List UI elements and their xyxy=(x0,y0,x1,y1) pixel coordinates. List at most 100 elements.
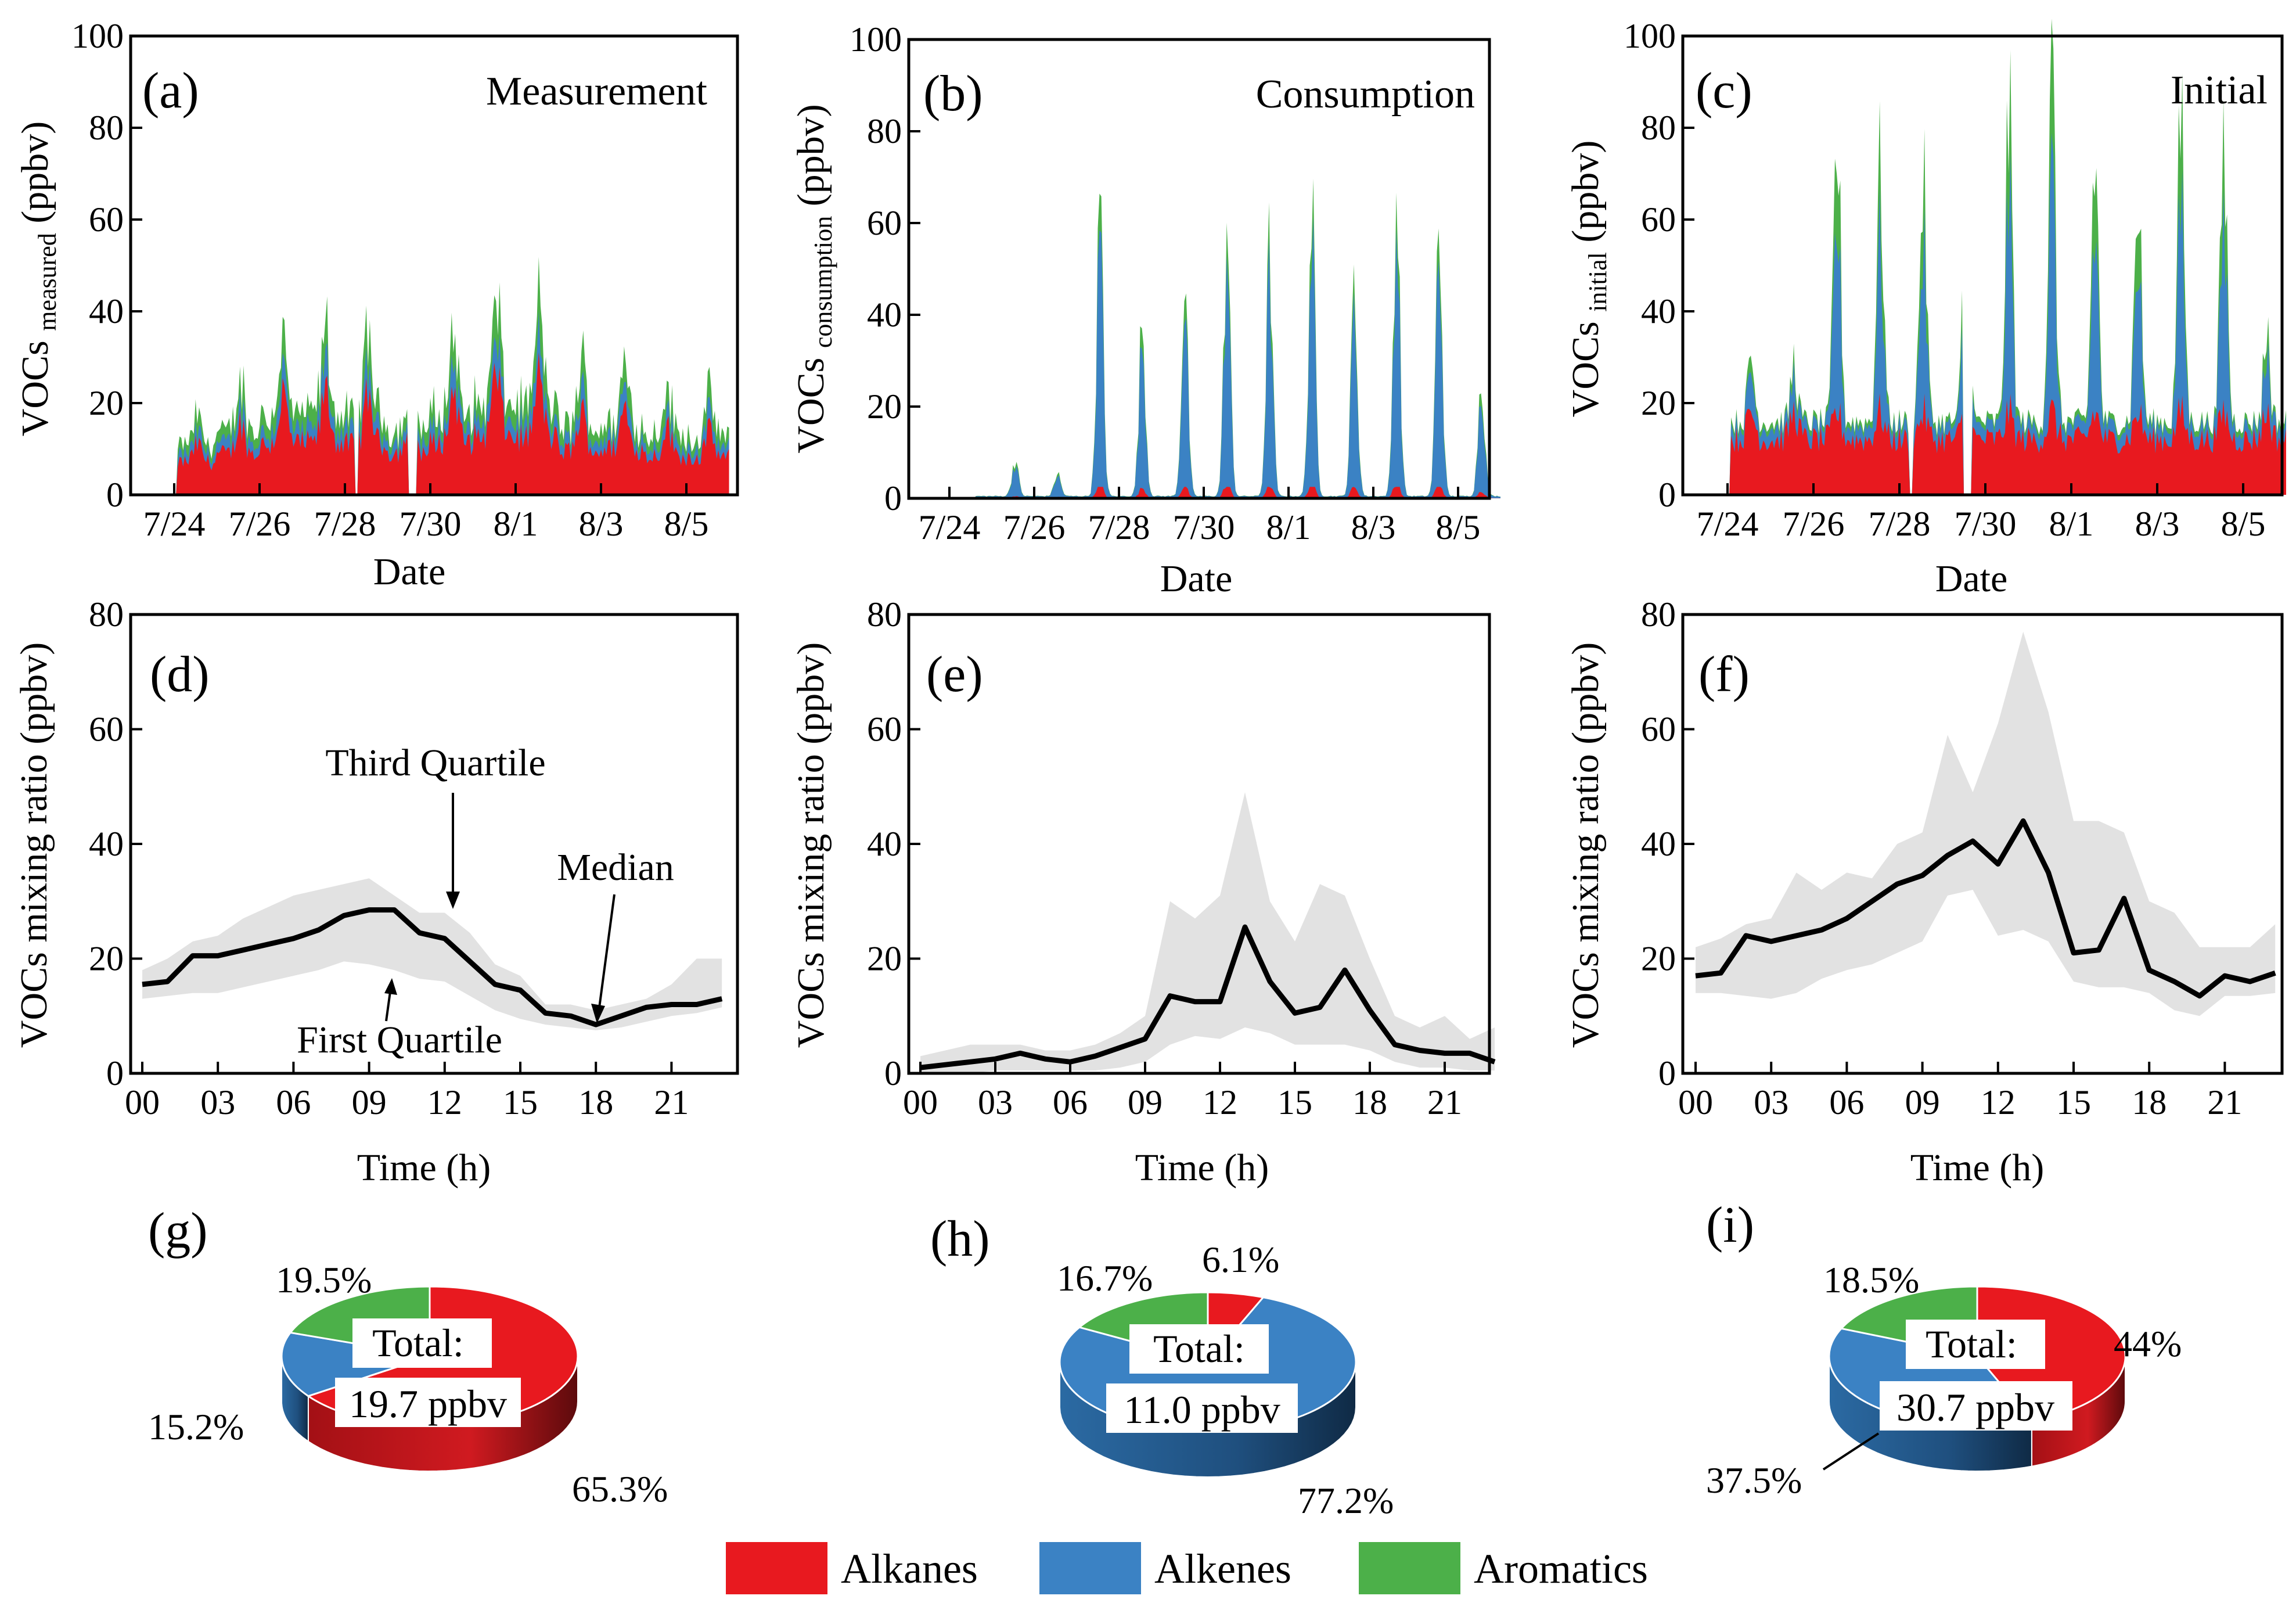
x-tick-label: 8/1 xyxy=(2049,505,2094,543)
x-tick-label: 8/5 xyxy=(1436,508,1481,547)
y-axis-label: VOCs mixing ratio (ppbv) xyxy=(790,642,832,1048)
iqr-band xyxy=(142,878,722,1030)
y-ticks: 0 20 40 60 80 xyxy=(89,595,142,1092)
total-label: Total: xyxy=(372,1321,464,1365)
y-tick-label: 60 xyxy=(867,710,902,749)
x-axis-label: Time (h) xyxy=(357,1147,491,1189)
legend-label-alkenes: Alkenes xyxy=(1154,1546,1291,1592)
y-tick-label: 20 xyxy=(89,940,124,978)
panel-title: Measurement xyxy=(486,69,708,114)
total-box xyxy=(352,1318,492,1368)
y-tick-label: 80 xyxy=(867,112,902,150)
y-tick-label: 80 xyxy=(89,109,124,147)
x-tick-label: 7/26 xyxy=(229,505,291,543)
total-label: Total: xyxy=(1926,1322,2017,1366)
pie-h-consumption: (h) 16.7% 6.1% 77.2% Total: 11.0 ppbv xyxy=(930,1211,1394,1521)
panel-label: (d) xyxy=(150,646,210,703)
y-ticks: 0 20 40 60 80 xyxy=(867,595,920,1092)
panel-label: (c) xyxy=(1696,63,1752,119)
total-box xyxy=(1906,1320,2045,1369)
x-tick-label: 7/30 xyxy=(1173,508,1235,547)
y-tick-label: 60 xyxy=(1641,710,1676,749)
series-aromatics xyxy=(949,178,1500,499)
y-ticks: 0 20 40 60 80 100 xyxy=(71,17,142,514)
legend-label-alkanes: Alkanes xyxy=(841,1546,978,1592)
y-tick-label: 60 xyxy=(89,200,124,239)
series-alkenes xyxy=(1728,132,2286,495)
leader-line-alkenes xyxy=(1822,1432,1880,1471)
series-alkanes xyxy=(1728,393,2286,495)
x-tick-label: 8/1 xyxy=(1266,508,1311,547)
x-tick-label: 8/3 xyxy=(579,505,624,543)
legend: Alkanes Alkenes Aromatics xyxy=(726,1542,1648,1594)
panel-a-measurement: 0 20 40 60 80 100 7/24 7/26 7/28 7/30 8/1 8/3 8/5 (… xyxy=(14,17,739,593)
stacked-area-series xyxy=(949,178,1500,499)
annotation-first-quartile: First Quartile xyxy=(297,1019,502,1061)
y-tick-label: 40 xyxy=(89,292,124,330)
arrowhead-third-quartile xyxy=(446,892,460,909)
panel-label: (i) xyxy=(1706,1197,1754,1253)
x-ticks: 00 03 06 09 12 15 18 21 xyxy=(903,1062,1462,1122)
pct-alkenes: 77.2% xyxy=(1298,1480,1394,1521)
panel-b-consumption: 0 20 40 60 80 100 7/24 7/26 7/28 7/30 8/1 8/3 8/5 (… xyxy=(790,20,1500,600)
legend-swatch-alkanes xyxy=(726,1542,827,1594)
x-ticks: 00 03 06 09 12 15 18 21 xyxy=(125,1062,689,1122)
x-tick-label: 06 xyxy=(276,1083,311,1122)
plot-frame xyxy=(129,34,739,497)
pct-aromatics: 16.7% xyxy=(1057,1257,1153,1299)
x-ticks: 7/24 7/26 7/28 7/30 8/1 8/3 8/5 xyxy=(143,483,708,543)
total-value: 11.0 ppbv xyxy=(1124,1388,1280,1432)
plot-frame xyxy=(907,38,1491,500)
iqr-band xyxy=(920,792,1495,1073)
stacked-area-series xyxy=(1728,19,2286,495)
x-tick-label: 12 xyxy=(1981,1083,2016,1122)
x-tick-label: 7/30 xyxy=(1955,505,2017,543)
panel-label: (b) xyxy=(923,66,983,122)
x-tick-label: 03 xyxy=(200,1083,235,1122)
pct-aromatics: 19.5% xyxy=(276,1259,372,1300)
panel-title: Initial xyxy=(2171,68,2268,113)
x-tick-label: 15 xyxy=(2056,1083,2091,1122)
arrowhead-first-quartile xyxy=(384,978,397,995)
total-box xyxy=(1129,1324,1269,1374)
y-tick-label: 40 xyxy=(867,825,902,863)
y-ticks: 0 20 40 60 80 xyxy=(1641,595,1694,1092)
x-tick-label: 06 xyxy=(1053,1083,1088,1122)
x-tick-label: 06 xyxy=(1829,1083,1864,1122)
x-axis-label: Date xyxy=(373,551,446,593)
x-tick-label: 8/5 xyxy=(2221,505,2266,543)
x-tick-label: 00 xyxy=(903,1083,938,1122)
y-axis-label: VOCs consumption (ppbv) xyxy=(790,104,840,453)
x-tick-label: 18 xyxy=(2132,1083,2167,1122)
series-alkanes xyxy=(174,352,729,495)
median-line xyxy=(920,924,1496,1070)
y-tick-label: 60 xyxy=(89,710,124,749)
arrowhead-median xyxy=(591,1004,605,1023)
y-tick-label: 40 xyxy=(1641,825,1676,863)
panel-title: Consumption xyxy=(1256,72,1475,117)
y-tick-label: 40 xyxy=(1641,292,1676,330)
pct-aromatics: 18.5% xyxy=(1823,1259,1919,1300)
legend-swatch-aromatics xyxy=(1359,1542,1460,1594)
annotation-median: Median xyxy=(557,846,674,889)
iqr-band xyxy=(1696,631,2276,1016)
x-axis-label: Time (h) xyxy=(1910,1147,2044,1189)
x-tick-label: 7/30 xyxy=(400,505,462,543)
x-axis-label: Date xyxy=(1935,558,2008,600)
total-value: 19.7 ppbv xyxy=(349,1382,507,1426)
total-value-box xyxy=(1106,1383,1298,1433)
x-tick-label: 7/28 xyxy=(314,505,376,543)
x-ticks: 00 03 06 09 12 15 18 21 xyxy=(1678,1062,2242,1122)
x-tick-label: 09 xyxy=(1128,1083,1163,1122)
y-tick-label: 20 xyxy=(867,387,902,426)
y-tick-label: 20 xyxy=(89,384,124,422)
series-alkanes xyxy=(949,487,1500,498)
x-tick-label: 7/26 xyxy=(1003,508,1066,547)
y-tick-label: 0 xyxy=(106,1054,124,1092)
x-tick-label: 7/24 xyxy=(1697,505,1759,543)
x-tick-label: 18 xyxy=(1352,1083,1387,1122)
stacked-area-series xyxy=(174,257,729,495)
arrow-median xyxy=(597,894,616,1017)
